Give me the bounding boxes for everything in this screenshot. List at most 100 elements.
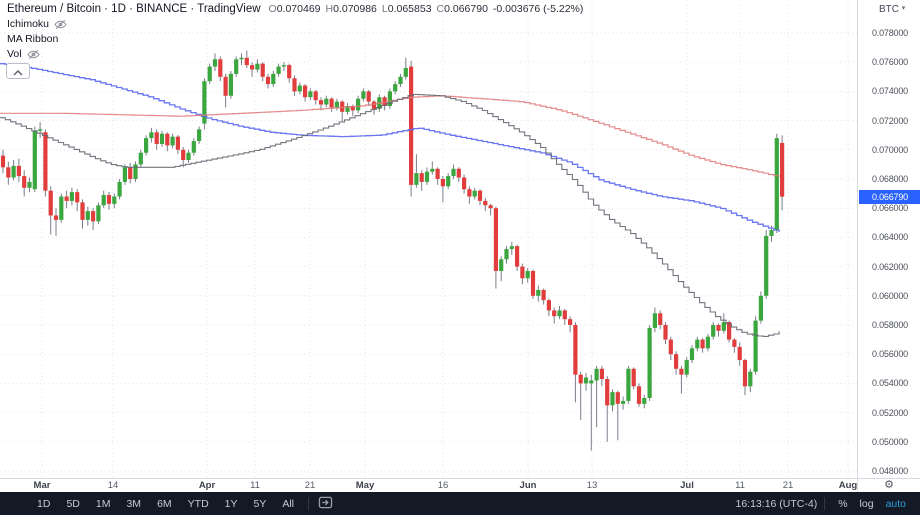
candle [477,189,483,206]
time-axis-tick: 13 [586,480,598,491]
axis-settings-corner[interactable]: ⚙ [857,478,920,492]
candle [340,100,345,123]
candle [711,322,716,340]
candle [398,73,403,88]
candle [202,78,207,130]
currency-label: BTC [879,4,899,15]
candle [32,126,37,193]
chart-plot-area[interactable]: Ethereum / Bitcoin · 1D · BINANCE · Trad… [0,0,857,478]
time-axis-tick: Jul [680,480,694,491]
high-value: 0.070986 [333,3,377,15]
time-axis-tick: Jun [519,480,537,491]
candle [69,187,74,206]
indicator-label: Vol [7,48,22,60]
close-label: C [436,3,445,15]
candle [186,149,191,163]
candle [48,186,53,235]
open-label: O [268,3,277,15]
candle [642,395,647,409]
candle [361,88,366,102]
candle [276,63,281,77]
candle [509,241,514,255]
price-axis-label: 0.070000 [872,144,908,155]
auto-scale-toggle[interactable]: auto [880,496,912,512]
indicator-row-ichimoku[interactable]: Ichimoku [7,18,583,30]
candle [6,161,11,185]
time-axis[interactable]: Mar 14 Apr 11 21 May 16 Jun 13 Jul 11 21 Aug [0,478,857,492]
candle [456,167,461,182]
indicator-label: Ichimoku [7,18,50,30]
range-button-3m[interactable]: 3M [119,496,148,512]
candle [499,256,504,282]
candle [483,197,488,212]
gear-icon[interactable]: ⚙ [884,479,894,491]
ma-blue-line [0,63,780,232]
candle [462,174,467,194]
symbol-title[interactable]: Ethereum / Bitcoin · 1D · BINANCE · Trad… [7,3,261,15]
price-axis-label: 0.050000 [872,436,908,447]
current-price-tag: 0.066790 [859,189,920,204]
candle [621,396,626,410]
candle [59,193,64,223]
candle [112,193,117,209]
low-value: 0.065853 [387,3,432,15]
candle [605,376,610,442]
candle [303,84,308,102]
candle [652,307,657,333]
candle [122,164,127,185]
range-button-1y[interactable]: 1Y [218,496,245,512]
candle [435,167,440,185]
candle [430,161,435,175]
price-axis-currency-toggle[interactable]: BTC ▾ [858,2,920,16]
candle [562,308,567,325]
change-value: -0.003676 (-5.22%) [492,3,584,15]
candle [138,149,143,168]
candle [631,367,636,390]
candle [260,62,265,82]
candle [297,82,302,95]
symbol-title-row[interactable]: Ethereum / Bitcoin · 1D · BINANCE · Trad… [7,3,583,15]
candle [780,135,785,211]
eye-hidden-icon[interactable] [27,49,40,60]
candle [382,95,387,111]
price-axis-label: 0.078000 [872,27,908,38]
go-to-date-button[interactable] [316,496,335,512]
clock-timezone-button[interactable]: 16:13:16 (UTC-4) [735,497,818,510]
candle [414,154,419,188]
candle [64,190,69,209]
indicator-row-vol[interactable]: Vol [7,48,583,60]
range-button-all[interactable]: All [275,496,301,512]
candle [53,208,59,236]
candle [191,138,196,156]
candle [684,357,689,378]
price-axis[interactable]: BTC ▾ 0.078000 0.076000 0.074000 0.072000 0.… [857,0,920,478]
candle [615,390,620,441]
range-button-5d[interactable]: 5D [59,496,86,512]
range-button-1m[interactable]: 1M [89,496,118,512]
price-axis-label: 0.048000 [872,465,908,476]
range-button-5y[interactable]: 5Y [247,496,274,512]
candle [583,373,589,391]
range-button-1d[interactable]: 1D [30,496,57,512]
price-axis-label: 0.062000 [872,261,908,272]
price-chart-canvas[interactable] [0,0,857,478]
candle [43,129,48,197]
candle [334,98,339,111]
percent-scale-toggle[interactable]: % [832,496,853,512]
range-button-6m[interactable]: 6M [150,496,179,512]
legend-collapse-button[interactable] [6,63,30,79]
candle [255,59,260,73]
candle [636,383,642,407]
toolbar-right-group: 16:13:16 (UTC-4) % log auto [736,496,913,512]
candle [626,365,631,404]
eye-hidden-icon[interactable] [54,19,67,30]
price-axis-label: 0.052000 [872,407,908,418]
candle [144,135,149,156]
candle [387,88,392,109]
indicator-row-ma-ribbon[interactable]: MA Ribbon [7,33,583,45]
log-scale-toggle[interactable]: log [854,496,880,512]
candle [440,176,445,203]
range-button-ytd[interactable]: YTD [181,496,216,512]
time-axis-tick: 21 [304,480,316,491]
candle [451,164,456,179]
